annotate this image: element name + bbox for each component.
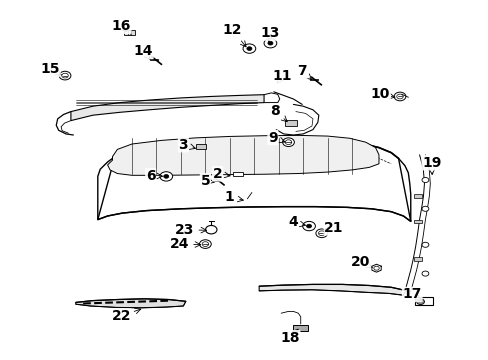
Circle shape	[373, 266, 379, 270]
Text: 18: 18	[280, 331, 299, 345]
Circle shape	[302, 221, 315, 231]
Circle shape	[59, 71, 71, 80]
Text: 13: 13	[260, 26, 280, 40]
Circle shape	[421, 271, 428, 276]
Circle shape	[393, 92, 405, 101]
Bar	[413, 257, 421, 261]
Circle shape	[246, 47, 251, 50]
Text: 4: 4	[288, 216, 298, 229]
Bar	[195, 144, 206, 149]
Polygon shape	[98, 141, 410, 221]
Polygon shape	[259, 284, 405, 295]
Text: 11: 11	[272, 69, 292, 83]
Circle shape	[421, 242, 428, 247]
Text: 10: 10	[370, 87, 389, 101]
Circle shape	[264, 39, 276, 48]
Bar	[124, 30, 135, 35]
Circle shape	[318, 231, 325, 236]
Bar	[285, 120, 297, 126]
Circle shape	[416, 299, 424, 305]
Circle shape	[282, 138, 294, 147]
Text: 5: 5	[200, 174, 210, 188]
Text: 7: 7	[297, 64, 306, 78]
Text: 8: 8	[270, 104, 280, 118]
Circle shape	[243, 44, 255, 53]
Circle shape	[396, 94, 403, 99]
Text: 20: 20	[350, 255, 370, 269]
Polygon shape	[107, 135, 378, 175]
Circle shape	[421, 177, 428, 183]
Circle shape	[61, 73, 68, 78]
Circle shape	[199, 240, 211, 248]
Text: 19: 19	[421, 156, 441, 170]
Circle shape	[267, 41, 272, 45]
Polygon shape	[71, 95, 264, 121]
Polygon shape	[76, 299, 185, 308]
Text: 1: 1	[224, 190, 233, 204]
Bar	[413, 220, 421, 223]
Circle shape	[315, 229, 327, 238]
Circle shape	[160, 172, 172, 181]
Text: 9: 9	[267, 131, 277, 144]
Text: 2: 2	[212, 167, 222, 181]
Text: 16: 16	[111, 19, 131, 33]
Bar	[233, 172, 243, 176]
Text: 6: 6	[145, 169, 155, 183]
Text: 14: 14	[133, 45, 153, 58]
Circle shape	[285, 140, 291, 145]
Text: 12: 12	[222, 23, 242, 37]
Circle shape	[306, 224, 311, 228]
Circle shape	[205, 225, 217, 234]
Text: 22: 22	[111, 309, 131, 323]
Text: 17: 17	[402, 288, 421, 301]
Bar	[293, 325, 307, 331]
Text: 21: 21	[324, 221, 343, 235]
Bar	[413, 194, 421, 198]
Text: 23: 23	[175, 223, 194, 237]
Text: 3: 3	[178, 138, 188, 152]
Circle shape	[163, 175, 168, 178]
Circle shape	[421, 206, 428, 211]
Text: 15: 15	[41, 62, 60, 76]
Circle shape	[202, 242, 208, 247]
Bar	[414, 297, 432, 305]
Text: 24: 24	[170, 237, 189, 251]
